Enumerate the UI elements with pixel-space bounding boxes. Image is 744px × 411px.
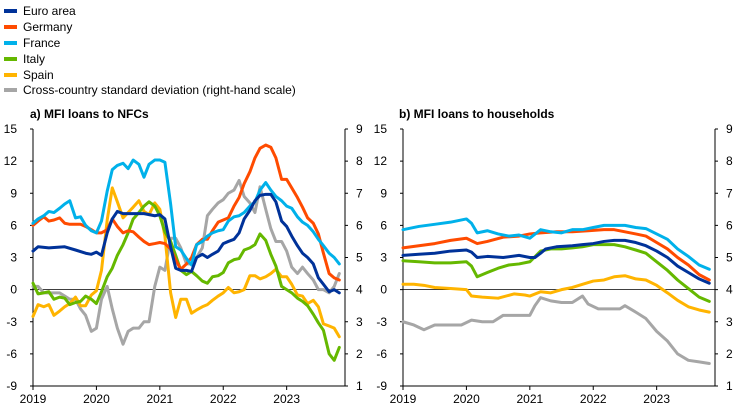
legend-item-germany: Germany [4,19,296,35]
right-tick-label-a: 3 [356,315,363,329]
legend-swatch-sd [4,88,17,93]
series-line-italy-b [401,243,711,303]
left-tick-label-b: -3 [376,315,387,329]
right-tick-label-a: 1 [356,379,363,393]
left-tick-label-a: 0 [10,283,17,297]
series-line-euro-a [31,192,341,295]
legend-swatch-france [4,40,17,45]
right-tick-label-b: 7 [726,186,733,200]
right-tick-label-b: 5 [726,251,733,265]
x-tick-label-b: 2020 [453,392,480,406]
legend-item-italy: Italy [4,51,296,67]
panel-title-a: a) MFI loans to NFCs [30,107,149,121]
right-tick-label-a: 6 [356,218,363,232]
series-line-germany-b [401,228,711,282]
x-tick-label-a: 2019 [20,392,47,406]
x-tick-label-b: 2019 [390,392,417,406]
left-tick-label-b: 9 [380,186,387,200]
left-tick-label-a: 15 [4,122,18,136]
series-line-italy-a [31,200,341,362]
series-line-sd-b [401,294,711,366]
legend-item-sd: Cross-country standard deviation (right-… [4,82,296,98]
left-tick-label-b: 3 [380,251,387,265]
left-tick-label-b: 6 [380,218,387,232]
legend-swatch-euro [4,8,17,13]
series-line-france-b [401,217,711,271]
right-tick-label-b: 3 [726,315,733,329]
right-tick-label-b: 9 [726,122,733,136]
right-tick-label-b: 2 [726,347,733,361]
left-tick-label-a: 3 [10,251,17,265]
legend-item-spain: Spain [4,67,296,83]
left-tick-label-a: 12 [4,154,18,168]
legend-item-euro: Euro area [4,3,296,19]
left-tick-label-b: -9 [376,379,387,393]
series-line-france-a [31,158,341,267]
legend-swatch-italy [4,56,17,61]
legend-label-euro: Euro area [23,3,76,18]
left-tick-label-b: -6 [376,347,387,361]
series-line-germany-a [31,143,341,282]
legend-label-france: France [23,35,61,50]
right-tick-label-a: 8 [356,154,363,168]
right-tick-label-b: 6 [726,218,733,232]
right-tick-label-a: 9 [356,122,363,136]
x-tick-label-b: 2022 [580,392,607,406]
legend-label-italy: Italy [23,51,46,66]
right-tick-label-a: 2 [356,347,363,361]
panel-title-b: b) MFI loans to households [399,107,555,121]
left-tick-label-b: 12 [374,154,388,168]
right-tick-label-b: 4 [726,283,733,297]
x-tick-label-a: 2020 [83,392,110,406]
legend-label-sd: Cross-country standard deviation (right-… [23,83,296,98]
legend-item-france: France [4,35,296,51]
x-tick-label-b: 2023 [643,392,670,406]
legend-label-spain: Spain [23,67,54,82]
right-tick-label-b: 1 [726,379,733,393]
left-tick-label-a: 6 [10,218,17,232]
right-tick-label-a: 4 [356,283,363,297]
x-tick-label-a: 2022 [210,392,237,406]
left-tick-label-a: -3 [6,315,17,329]
series-line-spain-a [31,186,341,339]
legend-swatch-spain [4,72,17,77]
series-line-euro-b [401,238,711,285]
x-tick-label-a: 2023 [273,392,300,406]
left-tick-label-b: 0 [380,283,387,297]
x-tick-label-a: 2021 [146,392,173,406]
chart-legend: Euro area Germany France Italy Spain Cross-co… [4,3,296,98]
left-tick-label-b: 15 [374,122,388,136]
right-tick-label-a: 5 [356,251,363,265]
right-tick-label-b: 8 [726,154,733,168]
legend-label-germany: Germany [23,19,73,34]
legend-swatch-germany [4,24,17,29]
left-tick-label-a: 9 [10,186,17,200]
series-line-spain-b [401,274,711,314]
left-tick-label-a: -6 [6,347,17,361]
left-tick-label-a: -9 [6,379,17,393]
x-tick-label-b: 2021 [516,392,543,406]
right-tick-label-a: 7 [356,186,363,200]
